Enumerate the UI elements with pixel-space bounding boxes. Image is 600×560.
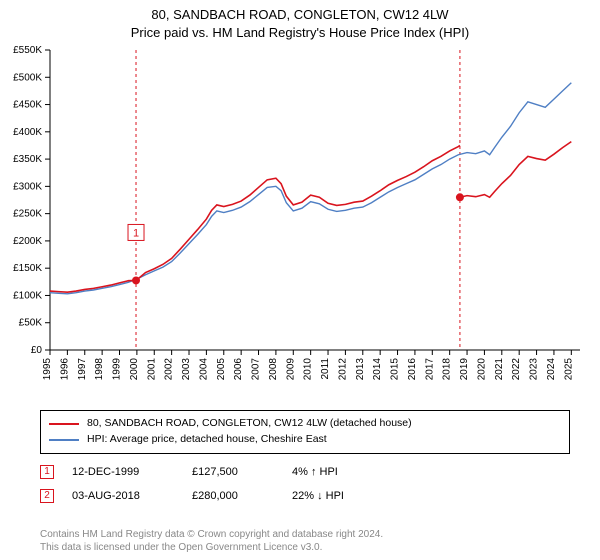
svg-text:£350K: £350K [13, 154, 42, 165]
attribution-line: Contains HM Land Registry data © Crown c… [40, 528, 383, 541]
svg-text:2003: 2003 [181, 358, 192, 381]
legend: 80, SANDBACH ROAD, CONGLETON, CW12 4LW (… [40, 410, 570, 454]
sale-row: 2 03-AUG-2018£280,00022% ↓ HPI [40, 489, 570, 503]
svg-text:2020: 2020 [476, 358, 487, 381]
attribution: Contains HM Land Registry data © Crown c… [40, 528, 383, 554]
sale-date: 12-DEC-1999 [72, 467, 192, 478]
svg-text:2010: 2010 [303, 358, 314, 381]
svg-text:£50K: £50K [19, 318, 43, 329]
svg-text:1997: 1997 [77, 358, 88, 381]
svg-text:2008: 2008 [268, 358, 279, 381]
svg-text:2001: 2001 [146, 358, 157, 381]
legend-item: 80, SANDBACH ROAD, CONGLETON, CW12 4LW (… [49, 416, 561, 432]
svg-text:2012: 2012 [337, 358, 348, 381]
svg-text:£250K: £250K [13, 209, 42, 220]
legend-label: HPI: Average price, detached house, Ches… [87, 432, 327, 448]
svg-text:£100K: £100K [13, 290, 42, 301]
sales-table: 1 12-DEC-1999£127,5004% ↑ HPI 2 03-AUG-2018… [40, 455, 570, 503]
svg-text:2017: 2017 [424, 358, 435, 381]
svg-text:2022: 2022 [511, 358, 522, 381]
svg-text:£300K: £300K [13, 181, 42, 192]
svg-text:2005: 2005 [216, 358, 227, 381]
svg-text:£450K: £450K [13, 100, 42, 111]
svg-text:2025: 2025 [563, 358, 574, 381]
svg-text:2007: 2007 [251, 358, 262, 381]
svg-text:2014: 2014 [372, 358, 383, 381]
svg-text:£0: £0 [31, 345, 43, 356]
svg-text:2018: 2018 [442, 358, 453, 381]
svg-text:2009: 2009 [285, 358, 296, 381]
legend-label: 80, SANDBACH ROAD, CONGLETON, CW12 4LW (… [87, 416, 412, 432]
svg-text:1995: 1995 [42, 358, 53, 381]
attribution-line: This data is licensed under the Open Gov… [40, 541, 383, 554]
chart: £0 £50K £100K £150K £200K £250K £300K £350K £400… [0, 44, 600, 404]
svg-text:2000: 2000 [129, 358, 140, 381]
sale-date: 03-AUG-2018 [72, 491, 192, 502]
sale-marker: 2 [40, 489, 54, 503]
sale-row: 1 12-DEC-1999£127,5004% ↑ HPI [40, 465, 570, 479]
svg-text:1999: 1999 [112, 358, 123, 381]
legend-swatch [49, 439, 79, 441]
legend-swatch [49, 423, 79, 425]
svg-text:£150K: £150K [13, 263, 42, 274]
title-line-2: Price paid vs. HM Land Registry's House … [0, 24, 600, 42]
svg-text:1998: 1998 [94, 358, 105, 381]
svg-text:1996: 1996 [59, 358, 70, 381]
svg-text:2011: 2011 [320, 358, 331, 380]
svg-text:£400K: £400K [13, 127, 42, 138]
svg-text:£500K: £500K [13, 72, 42, 83]
svg-text:2013: 2013 [355, 358, 366, 381]
svg-text:2006: 2006 [233, 358, 244, 381]
svg-text:£550K: £550K [13, 45, 42, 56]
title-line-1: 80, SANDBACH ROAD, CONGLETON, CW12 4LW [0, 6, 600, 24]
sale-price: £280,000 [192, 491, 292, 502]
legend-item: HPI: Average price, detached house, Ches… [49, 432, 561, 448]
svg-text:2021: 2021 [494, 358, 505, 381]
svg-text:2023: 2023 [529, 358, 540, 381]
svg-text:1: 1 [133, 227, 139, 239]
svg-text:2015: 2015 [390, 358, 401, 381]
sale-price: £127,500 [192, 467, 292, 478]
svg-text:£200K: £200K [13, 236, 42, 247]
svg-text:2016: 2016 [407, 358, 418, 381]
sale-delta: 22% ↓ HPI [292, 491, 442, 502]
svg-text:2019: 2019 [459, 358, 470, 381]
sale-marker: 1 [40, 465, 54, 479]
svg-text:2002: 2002 [164, 358, 175, 381]
svg-text:2024: 2024 [546, 358, 557, 381]
sale-delta: 4% ↑ HPI [292, 467, 442, 478]
title-block: 80, SANDBACH ROAD, CONGLETON, CW12 4LW P… [0, 0, 600, 41]
svg-text:2004: 2004 [198, 358, 209, 381]
